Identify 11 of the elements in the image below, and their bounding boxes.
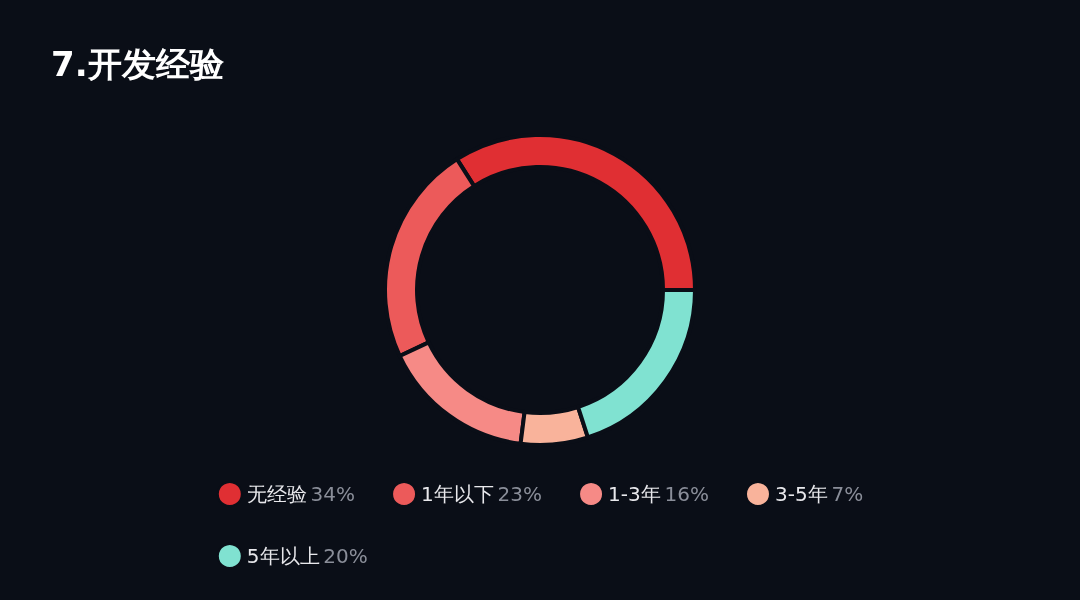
data-label: 7% bbox=[831, 482, 864, 506]
legend-label: 1-3年 bbox=[608, 482, 661, 506]
data-label: 20% bbox=[323, 544, 368, 568]
chart-title: 7.开发经验 bbox=[51, 44, 225, 84]
data-label: 34% bbox=[310, 482, 356, 506]
legend-label: 无经验 bbox=[246, 482, 307, 506]
data-label: 23% bbox=[497, 482, 543, 506]
legend-label: 1年以下 bbox=[421, 482, 494, 506]
legend-label: 5年以上 bbox=[246, 544, 320, 568]
legend-label: 3-5年 bbox=[774, 482, 828, 506]
data-label: 16% bbox=[664, 482, 709, 506]
